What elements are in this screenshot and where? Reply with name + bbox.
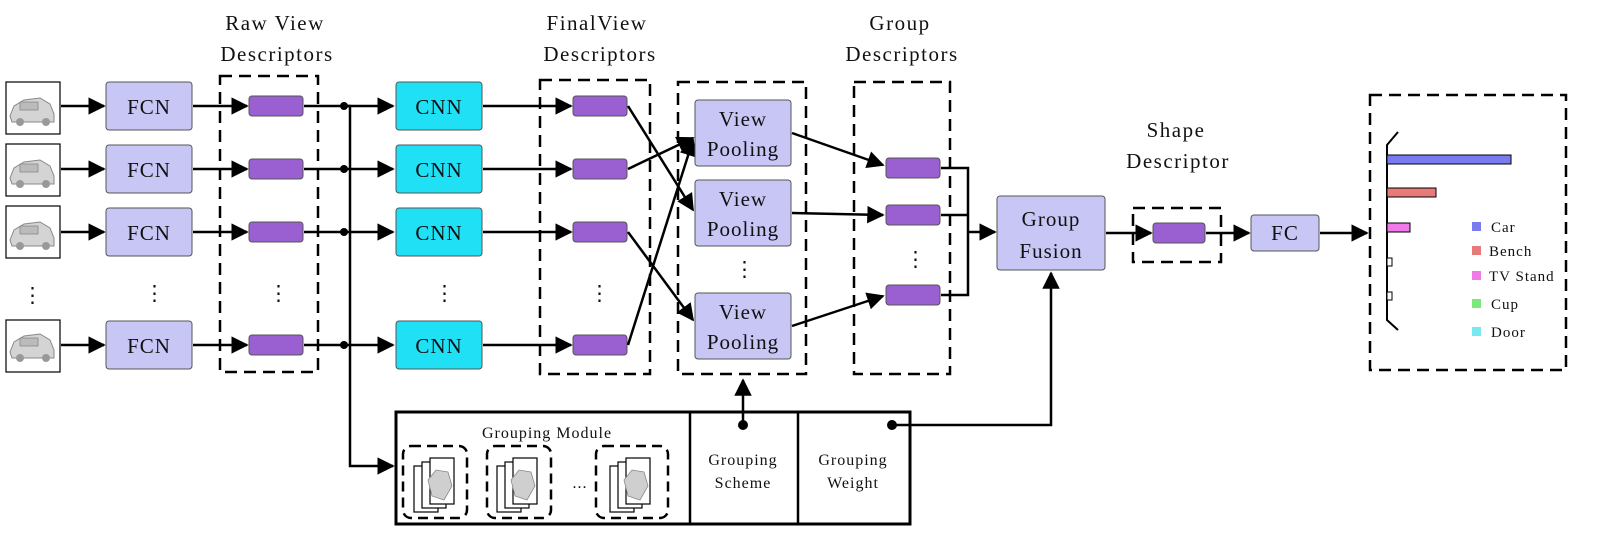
- bar-bench: [1386, 187, 1437, 198]
- legend-car: Car: [1491, 220, 1516, 236]
- group-cluster-2: [485, 444, 553, 520]
- group-descriptor-ellipsis: ⋮: [905, 247, 927, 271]
- shape-descriptor-box: [1131, 206, 1223, 264]
- raw-descriptor-ellipsis: ⋮: [268, 281, 290, 305]
- grouping-weight-line1: Grouping: [818, 452, 887, 469]
- fc-label: FC: [1271, 221, 1299, 245]
- fcn-label-2: FCN: [127, 158, 171, 182]
- bar-cup: [1386, 257, 1393, 267]
- group-fusion-line1: Group: [1022, 207, 1081, 231]
- grouping-arrows: [626, 105, 697, 346]
- group-fusion-box: Group Fusion: [996, 195, 1106, 271]
- legend-cup: Cup: [1491, 297, 1519, 313]
- output-bar-chart: [1386, 131, 1512, 331]
- legend-bench: Bench: [1489, 244, 1532, 260]
- shape-header-line2: Descriptor: [1126, 149, 1230, 173]
- cnn-label-4: CNN: [415, 334, 462, 358]
- input-ellipsis: ⋮: [22, 283, 44, 307]
- grouping-module: Grouping Module ... Grouping Scheme Grou…: [394, 410, 912, 526]
- group-header-line1: Group: [869, 11, 930, 35]
- bar-tv-stand: [1386, 222, 1411, 233]
- raw-view-header: Raw View Descriptors: [220, 11, 333, 66]
- view-pooling-2-line1: View: [719, 187, 767, 211]
- fcn-label-4: FCN: [127, 334, 171, 358]
- view-pooling-2-line2: Pooling: [707, 217, 779, 241]
- group-cluster-dots: ...: [573, 475, 588, 492]
- legend-swatch-cup: [1472, 299, 1481, 308]
- shape-header: Shape Descriptor: [1126, 118, 1230, 173]
- final-descriptors: [572, 95, 628, 356]
- cnn-ellipsis: ⋮: [434, 281, 456, 305]
- legend-tv-stand: TV Stand: [1489, 269, 1555, 285]
- cnn-to-final-arrows: [483, 97, 573, 354]
- cnn-label-1: CNN: [415, 95, 462, 119]
- group-cluster-1: [401, 444, 469, 520]
- raw-view-descriptors-box: [218, 74, 320, 374]
- bus-junction-dots: [340, 102, 348, 349]
- final-view-header: FinalView Descriptors: [543, 11, 656, 66]
- final-view-descriptors-box: [538, 78, 652, 376]
- group-cluster-1-views-icon: [413, 457, 455, 513]
- cnn-column: CNN CNN CNN ⋮ CNN: [395, 81, 483, 370]
- shape-header-line1: Shape: [1147, 118, 1206, 142]
- legend-swatch-tv-stand: [1472, 271, 1481, 280]
- group-merge-lines: [941, 166, 997, 297]
- final-view-header-line2: Descriptors: [543, 42, 656, 66]
- group-fusion-line2: Fusion: [1019, 239, 1082, 263]
- group-cluster-2-views-icon: [496, 457, 538, 513]
- group-header: Group Descriptors: [845, 11, 958, 66]
- view-pooling-box: [676, 80, 808, 376]
- output-box: [1368, 93, 1568, 372]
- final-view-header-line1: FinalView: [547, 11, 648, 35]
- legend-swatch-bench: [1472, 246, 1481, 255]
- raw-view-header-line1: Raw View: [225, 11, 325, 35]
- final-descriptor-ellipsis: ⋮: [589, 281, 611, 305]
- image-to-fcn-arrows: [61, 97, 106, 354]
- group-descriptors: [885, 157, 941, 306]
- input-view-4: [5, 319, 61, 373]
- view-pooling-3-line2: Pooling: [707, 330, 779, 354]
- legend-swatch-door: [1472, 327, 1481, 336]
- grouping-weight-line2: Weight: [827, 475, 879, 492]
- view-pooling-column: View Pooling View Pooling ⋮ View Pooling: [694, 99, 792, 360]
- fcn-label-3: FCN: [127, 221, 171, 245]
- bar-car: [1386, 154, 1512, 165]
- legend-swatch-car: [1472, 222, 1481, 231]
- view-pooling-ellipsis: ⋮: [734, 257, 756, 281]
- scheme-to-pooling-arrow: [734, 378, 752, 430]
- pooling-to-group-arrows: [791, 131, 885, 328]
- bar-door: [1386, 291, 1393, 301]
- view-pooling-1-line1: View: [719, 107, 767, 131]
- view-pooling-3-line1: View: [719, 300, 767, 324]
- legend-door: Door: [1491, 325, 1526, 341]
- grouping-scheme-line2: Scheme: [715, 475, 772, 492]
- fcn-label-1: FCN: [127, 95, 171, 119]
- group-header-line2: Descriptors: [845, 42, 958, 66]
- view-pooling-1-line2: Pooling: [707, 137, 779, 161]
- fcn-ellipsis: ⋮: [144, 281, 166, 305]
- grouping-scheme-line1: Grouping: [708, 452, 777, 469]
- output-legend: Car Bench TV Stand Cup Door: [1472, 220, 1555, 341]
- shape-descriptor: [1152, 222, 1206, 244]
- group-cluster-3-views-icon: [609, 457, 651, 513]
- weight-to-fusion-arrow: [887, 271, 1060, 430]
- group-cluster-3: [594, 444, 670, 520]
- raw-descriptors: [248, 95, 304, 356]
- cnn-label-3: CNN: [415, 221, 462, 245]
- grouping-module-title: Grouping Module: [482, 425, 612, 442]
- group-descriptors-box: [852, 80, 952, 376]
- cnn-label-2: CNN: [415, 158, 462, 182]
- input-view-2: [5, 143, 61, 197]
- input-view-1: [5, 81, 61, 135]
- input-view-3: [5, 205, 61, 259]
- fc-box: FC: [1250, 214, 1320, 252]
- raw-view-header-line2: Descriptors: [220, 42, 333, 66]
- fcn-column: FCN FCN FCN ⋮ FCN: [105, 81, 193, 370]
